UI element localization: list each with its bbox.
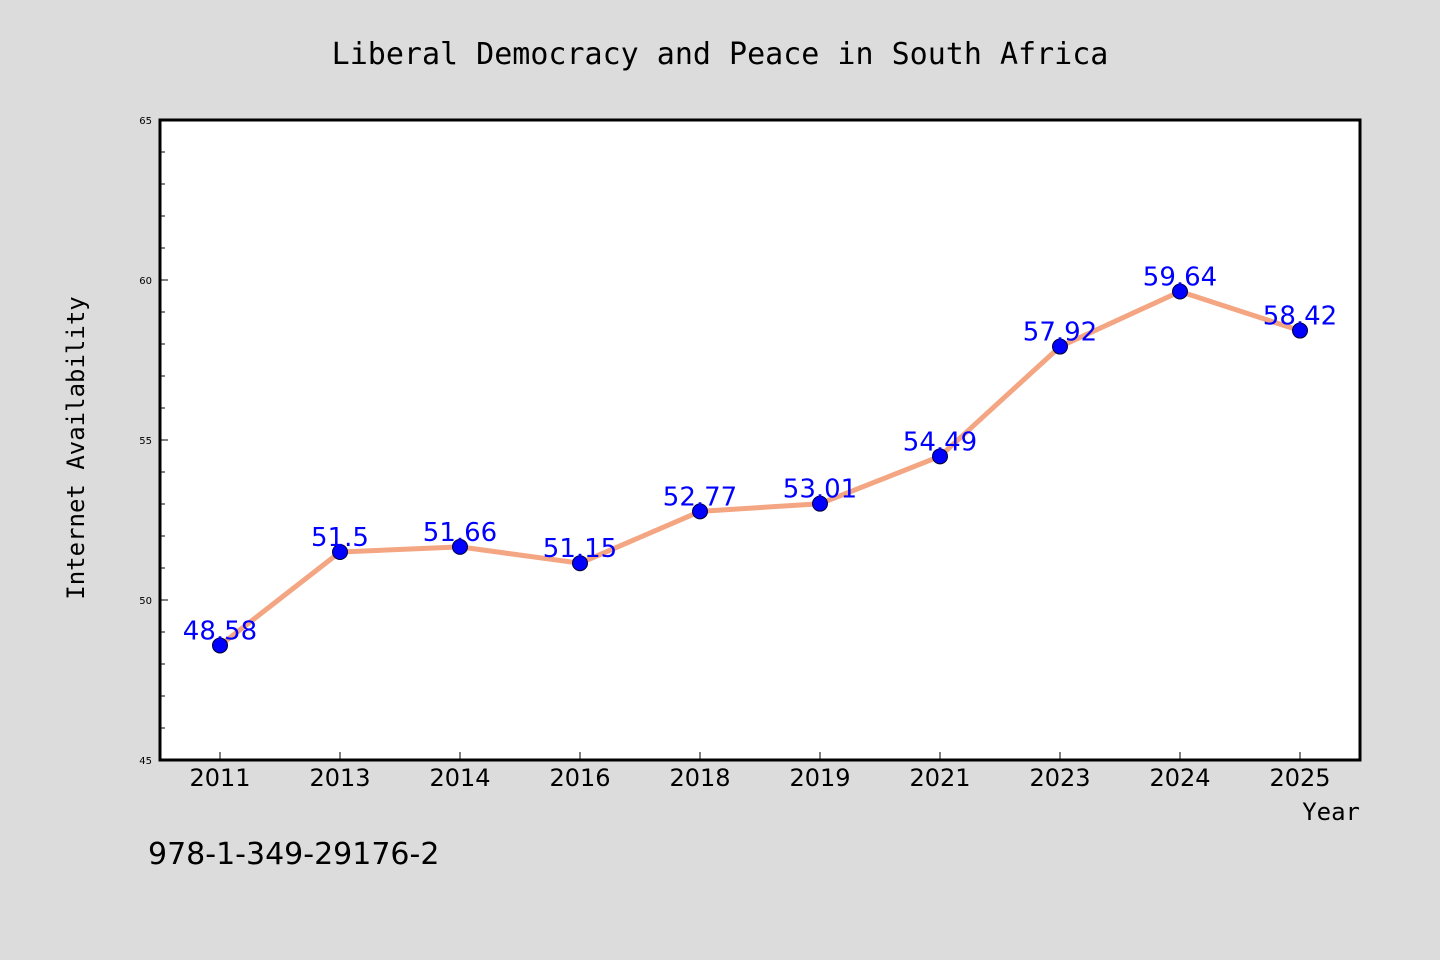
data-point	[1052, 338, 1068, 355]
chart-title: Liberal Democracy and Peace in South Afr…	[332, 37, 1109, 72]
data-label: 58.42	[1263, 302, 1337, 332]
plot-frame	[158, 118, 1362, 762]
data-label: 51.5	[311, 523, 369, 553]
x-tick-label: 2018	[669, 764, 730, 792]
data-point	[1172, 283, 1188, 300]
data-point	[212, 637, 228, 654]
series-markers	[212, 283, 1308, 654]
x-tick-label: 2023	[1029, 764, 1090, 792]
x-tick-label: 2013	[309, 764, 370, 792]
data-point	[1292, 322, 1308, 339]
data-point	[332, 544, 348, 560]
y-axis-label: Internet Availability	[62, 296, 90, 599]
data-point	[452, 538, 468, 555]
y-tick-label: 65	[139, 116, 152, 127]
data-label: 57.92	[1023, 318, 1097, 348]
x-tick-label: 2014	[429, 764, 490, 792]
data-label: 52.77	[663, 482, 737, 512]
data-point	[812, 495, 828, 512]
isbn-annotation: 978-1-349-29176-2	[148, 837, 439, 872]
data-label: 48.58	[183, 616, 257, 646]
plot-area	[160, 120, 1360, 760]
data-labels: 48.58 51.5 51.66 51.15 52.77 53.01 54.49 57.92 5…	[183, 263, 1337, 647]
data-label: 51.66	[423, 518, 497, 548]
x-tick-label: 2024	[1149, 764, 1210, 792]
y-tick-label: 60	[139, 276, 152, 287]
x-axis-label: Year	[1302, 798, 1360, 826]
x-tick-label: 2025	[1269, 764, 1330, 792]
x-tick-label: 2016	[549, 764, 610, 792]
y-tick-label: 55	[139, 436, 152, 447]
data-label: 51.15	[543, 534, 617, 564]
y-tick-label: 50	[139, 596, 152, 607]
x-tick-label: 2011	[189, 764, 250, 792]
x-tick-label: 2019	[789, 764, 850, 792]
data-label: 54.49	[903, 427, 977, 457]
data-label: 53.01	[783, 475, 857, 505]
data-point	[692, 503, 708, 520]
x-tick-label: 2021	[909, 764, 970, 792]
series-line	[217, 289, 1303, 648]
data-point	[572, 555, 588, 572]
data-point	[932, 448, 948, 465]
x-axis-ticks: 2011 2013 2014 2016 2018 2019 2021 2023 2024 2025	[189, 752, 1331, 792]
data-label: 59.64	[1143, 263, 1217, 293]
y-tick-label: 45	[139, 756, 152, 767]
